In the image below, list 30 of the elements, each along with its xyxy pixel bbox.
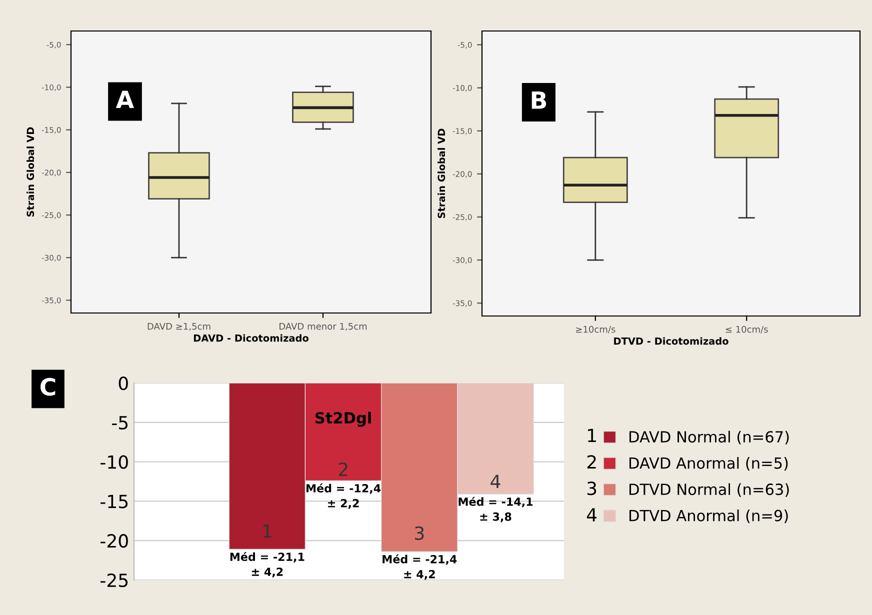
text: St2Dgl: [315, 412, 371, 427]
y-tick-label: -25: [100, 573, 128, 588]
data-label: Méd = -21,4 ± 4,2: [382, 554, 457, 580]
data-label: Méd = -14,1 ± 3,8: [458, 496, 533, 522]
y-tick-label: 0: [118, 376, 128, 390]
y-tick-label: -10: [100, 455, 128, 469]
x-tick-label: ≤ 10cm/s: [726, 326, 768, 334]
text: C: [40, 378, 56, 396]
data-label: Méd = -21,1 ± 4,2: [230, 552, 304, 578]
y-tick-label: -15: [100, 494, 128, 508]
y-tick-label: -5: [112, 416, 128, 430]
category-label: 4: [586, 508, 597, 522]
x-axis-title: DAVD - Dicotomizado: [194, 334, 308, 342]
legend-label: DTVD Anormal (n=9): [629, 510, 788, 524]
x-tick-label: DAVD menor 1,5cm: [280, 323, 367, 331]
annotation: B: [532, 92, 546, 109]
x-axis-title: DTVD - Dicotomizado: [614, 337, 728, 345]
y-axis-title: Strain Global VD: [26, 127, 34, 217]
category-label: 2: [587, 455, 596, 469]
data-label: Méd = -12,4 ± 2,2: [306, 483, 381, 509]
legend-label: DAVD Anormal (n=5): [629, 457, 788, 471]
x-tick-label: DAVD ≥1,5cm: [148, 323, 210, 331]
annotation: A: [116, 90, 134, 108]
x-tick-label: ≥10cm/s: [576, 326, 616, 334]
legend-label: DTVD Normal (n=63): [629, 483, 789, 497]
category-label: 1: [588, 428, 596, 442]
y-axis-title: Strain Global VD: [438, 128, 446, 218]
y-tick-label: -20: [100, 534, 128, 548]
category-label: 3: [587, 482, 596, 496]
legend-label: DAVD Normal (n=67): [629, 430, 789, 444]
